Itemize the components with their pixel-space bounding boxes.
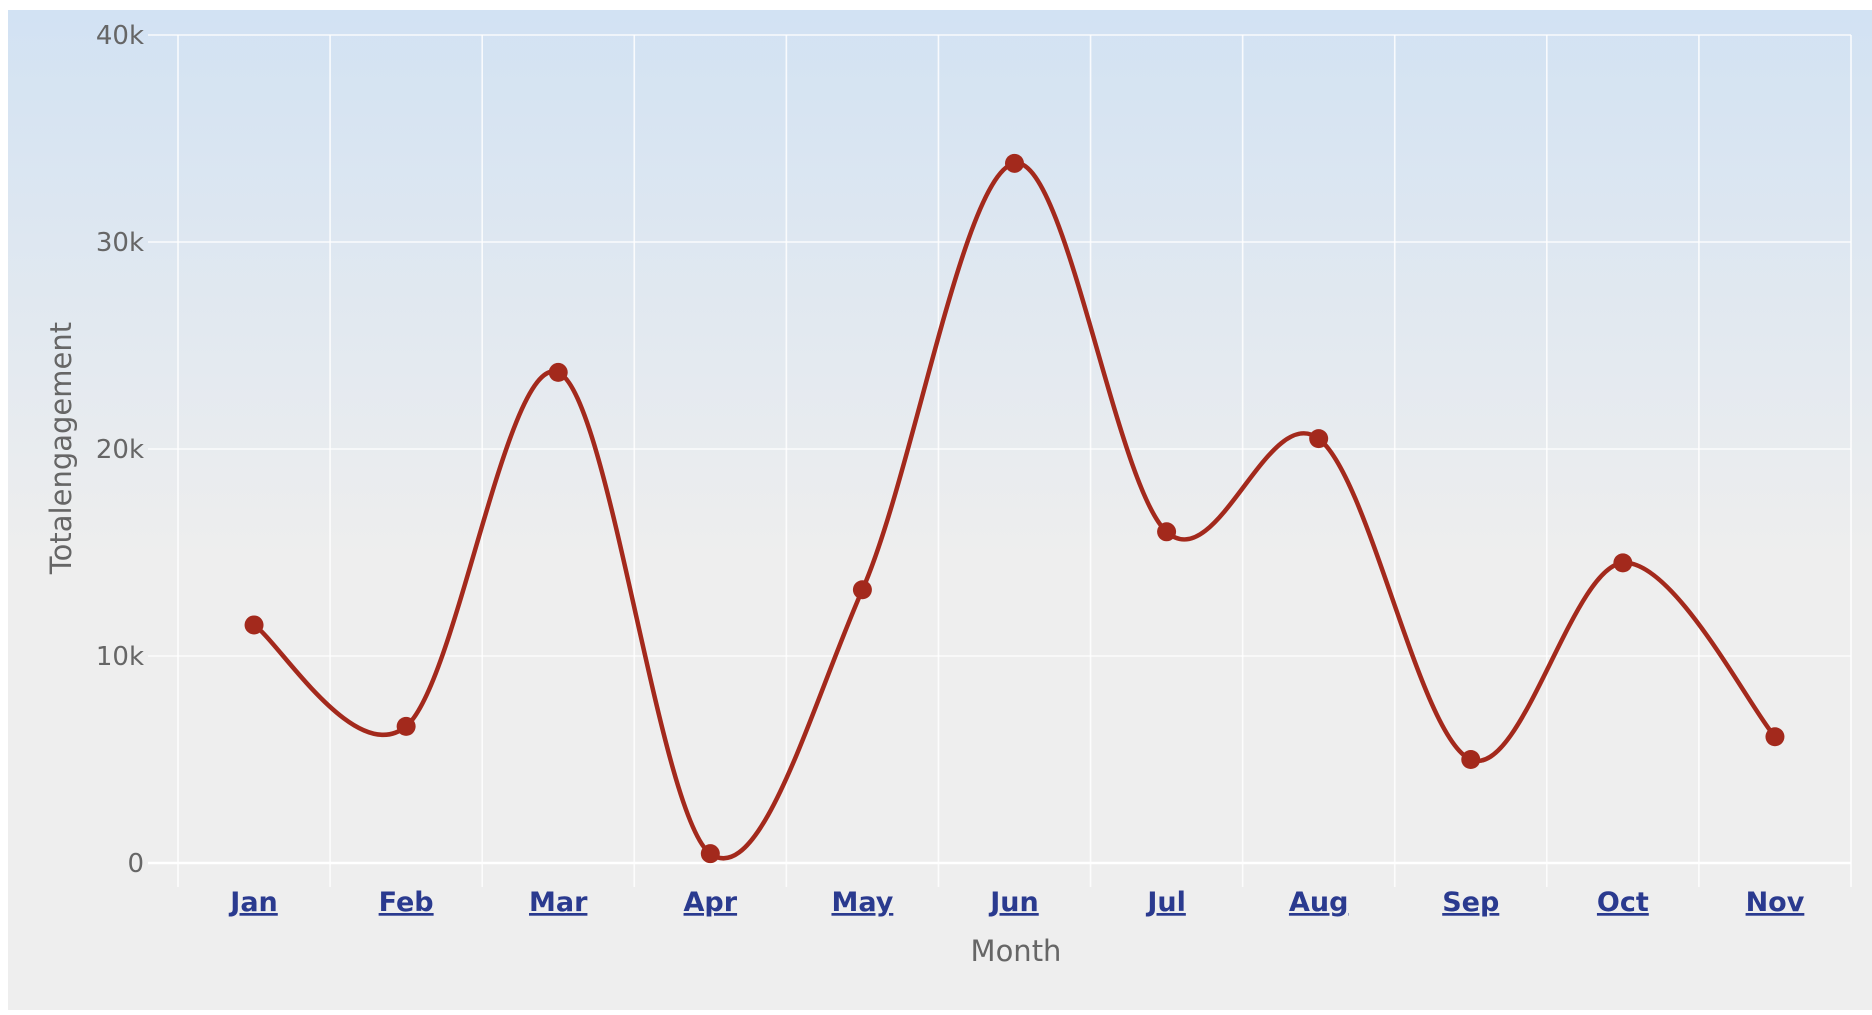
y-tick-label: 10k bbox=[96, 642, 144, 672]
data-point-nov[interactable] bbox=[1765, 727, 1785, 747]
data-point-apr[interactable] bbox=[700, 844, 720, 864]
data-point-feb[interactable] bbox=[396, 716, 416, 736]
x-tick-label-may[interactable]: May bbox=[831, 887, 893, 918]
data-point-mar[interactable] bbox=[548, 362, 568, 382]
x-tick-label-nov[interactable]: Nov bbox=[1746, 887, 1805, 918]
data-point-oct[interactable] bbox=[1613, 553, 1633, 573]
x-axis-ticks: Jan Feb Mar Apr May Jun Jul Aug Sep Oct Nov bbox=[228, 887, 1804, 918]
x-tick-label-jan[interactable]: Jan bbox=[228, 887, 278, 918]
y-tick-label: 30k bbox=[96, 228, 144, 258]
x-tick-label-oct[interactable]: Oct bbox=[1597, 887, 1649, 918]
x-tick-label-jun[interactable]: Jun bbox=[988, 887, 1039, 918]
series-line bbox=[251, 161, 1778, 861]
data-point-aug[interactable] bbox=[1309, 429, 1329, 449]
series-layer bbox=[244, 153, 1785, 864]
y-tick-label: 40k bbox=[96, 21, 144, 51]
x-tick-label-sep[interactable]: Sep bbox=[1442, 887, 1499, 918]
x-tick-label-feb[interactable]: Feb bbox=[379, 887, 434, 918]
data-point-sep[interactable] bbox=[1461, 750, 1481, 769]
y-axis-ticks: 0 10k 20k 30k 40k bbox=[96, 21, 144, 879]
x-tick-label-mar[interactable]: Mar bbox=[529, 887, 588, 918]
data-point-jul[interactable] bbox=[1157, 522, 1177, 542]
data-point-jun[interactable] bbox=[1005, 153, 1024, 173]
data-point-jan[interactable] bbox=[244, 615, 264, 635]
data-point-may[interactable] bbox=[852, 580, 872, 600]
grid bbox=[148, 34, 1852, 887]
x-axis-title: Month bbox=[971, 934, 1062, 968]
x-tick-label-jul[interactable]: Jul bbox=[1145, 887, 1186, 918]
x-tick-label-aug[interactable]: Aug bbox=[1289, 887, 1348, 918]
y-tick-label: 0 bbox=[127, 849, 144, 879]
plot-background bbox=[8, 10, 1872, 1010]
y-axis-title: Totalengagement bbox=[44, 322, 78, 575]
y-tick-label: 20k bbox=[96, 435, 144, 465]
x-tick-label-apr[interactable]: Apr bbox=[684, 887, 738, 918]
